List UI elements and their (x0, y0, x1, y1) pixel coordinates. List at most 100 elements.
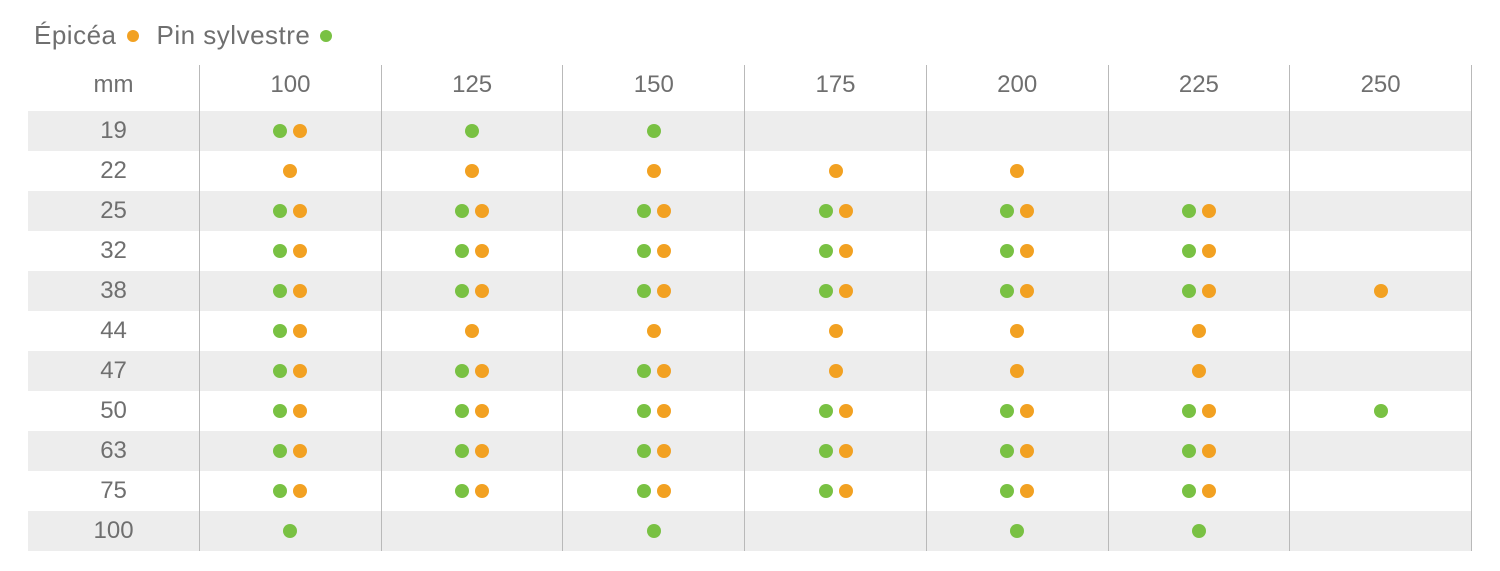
epicea-dot-icon (1020, 404, 1034, 418)
pin-dot-icon (647, 524, 661, 538)
table-row: 25 (28, 191, 1472, 231)
epicea-dot-icon (839, 484, 853, 498)
availability-cell (745, 391, 927, 431)
epicea-dot-icon (127, 30, 139, 42)
pin-dot-icon (455, 404, 469, 418)
pin-dot-icon (1182, 404, 1196, 418)
epicea-dot-icon (293, 444, 307, 458)
epicea-dot-icon (475, 364, 489, 378)
table-row: 22 (28, 151, 1472, 191)
epicea-dot-icon (293, 364, 307, 378)
pin-dot-icon (819, 284, 833, 298)
epicea-dot-icon (283, 164, 297, 178)
epicea-dot-icon (1010, 364, 1024, 378)
availability-cell (745, 151, 927, 191)
pin-dot-icon (455, 444, 469, 458)
epicea-dot-icon (293, 324, 307, 338)
epicea-dot-icon (475, 284, 489, 298)
availability-cell (745, 271, 927, 311)
pin-dot-icon (273, 284, 287, 298)
row-header: 19 (28, 111, 200, 151)
availability-cell (926, 391, 1108, 431)
epicea-dot-icon (293, 484, 307, 498)
pin-dot-icon (637, 204, 651, 218)
pin-dot-icon (465, 124, 479, 138)
table-row: 38 (28, 271, 1472, 311)
availability-cell (200, 511, 382, 551)
pin-dot-icon (637, 484, 651, 498)
epicea-dot-icon (1020, 204, 1034, 218)
pin-dot-icon (1182, 484, 1196, 498)
pin-dot-icon (1182, 284, 1196, 298)
pin-dot-icon (1000, 404, 1014, 418)
availability-cell (926, 151, 1108, 191)
pin-dot-icon (455, 484, 469, 498)
availability-cell (381, 191, 563, 231)
availability-cell (926, 471, 1108, 511)
availability-cell (563, 511, 745, 551)
epicea-dot-icon (1020, 484, 1034, 498)
availability-cell (926, 431, 1108, 471)
table-row: 100 (28, 511, 1472, 551)
availability-cell (200, 311, 382, 351)
availability-table: mm100125150175200225250 1922253238444750… (28, 65, 1472, 551)
epicea-dot-icon (657, 244, 671, 258)
availability-cell (1290, 271, 1472, 311)
epicea-dot-icon (475, 444, 489, 458)
epicea-dot-icon (293, 404, 307, 418)
availability-cell (1108, 231, 1290, 271)
pin-dot-icon (320, 30, 332, 42)
availability-cell (381, 231, 563, 271)
pin-dot-icon (819, 444, 833, 458)
availability-cell (1290, 311, 1472, 351)
availability-cell (381, 511, 563, 551)
availability-cell (200, 431, 382, 471)
pin-dot-icon (819, 404, 833, 418)
availability-cell (745, 311, 927, 351)
availability-cell (1290, 111, 1472, 151)
column-header: 100 (200, 65, 382, 111)
epicea-dot-icon (839, 284, 853, 298)
row-header: 50 (28, 391, 200, 431)
epicea-dot-icon (1020, 284, 1034, 298)
availability-cell (1108, 311, 1290, 351)
availability-cell (745, 511, 927, 551)
epicea-dot-icon (657, 204, 671, 218)
availability-cell (745, 191, 927, 231)
availability-cell (381, 151, 563, 191)
epicea-dot-icon (657, 284, 671, 298)
pin-dot-icon (637, 444, 651, 458)
availability-cell (200, 351, 382, 391)
pin-dot-icon (819, 204, 833, 218)
pin-dot-icon (1182, 204, 1196, 218)
epicea-dot-icon (293, 244, 307, 258)
pin-dot-icon (637, 244, 651, 258)
epicea-dot-icon (839, 404, 853, 418)
availability-cell (1108, 471, 1290, 511)
row-header: 38 (28, 271, 200, 311)
epicea-dot-icon (1202, 204, 1216, 218)
availability-cell (1108, 191, 1290, 231)
pin-dot-icon (1000, 484, 1014, 498)
pin-dot-icon (273, 204, 287, 218)
epicea-dot-icon (657, 484, 671, 498)
table-row: 50 (28, 391, 1472, 431)
availability-cell (745, 351, 927, 391)
availability-cell (381, 391, 563, 431)
pin-dot-icon (1010, 524, 1024, 538)
availability-cell (926, 271, 1108, 311)
epicea-dot-icon (1020, 444, 1034, 458)
availability-cell (1290, 151, 1472, 191)
epicea-dot-icon (1010, 164, 1024, 178)
epicea-dot-icon (1202, 444, 1216, 458)
availability-cell (926, 191, 1108, 231)
epicea-dot-icon (1020, 244, 1034, 258)
availability-cell (926, 231, 1108, 271)
availability-cell (1290, 471, 1472, 511)
availability-cell (563, 111, 745, 151)
availability-cell (745, 431, 927, 471)
availability-cell (563, 471, 745, 511)
epicea-dot-icon (475, 484, 489, 498)
pin-dot-icon (1000, 284, 1014, 298)
availability-cell (563, 391, 745, 431)
